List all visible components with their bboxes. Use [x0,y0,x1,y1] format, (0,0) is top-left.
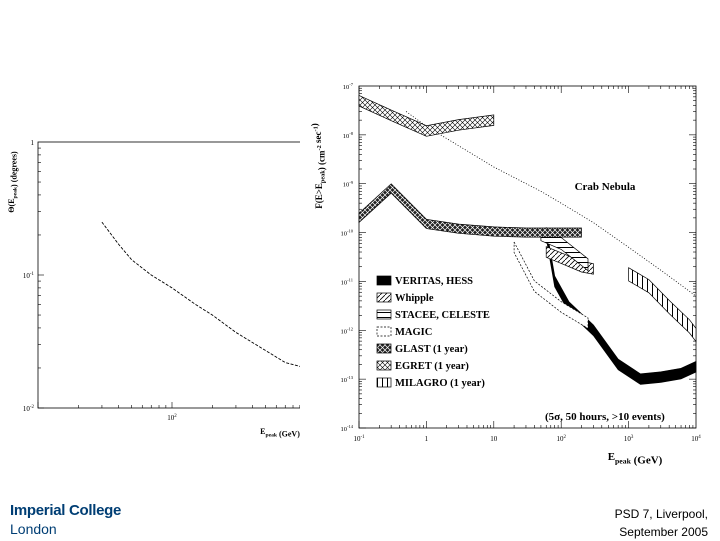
footer-line1: PSD 7, Liverpool, [614,507,708,521]
series-band-vlines [628,267,697,343]
legend-label: GLAST (1 year) [395,344,468,355]
right-plot-frame [358,85,697,429]
footer-line2: September 2005 [619,525,708,539]
footer: PSD 7, Liverpool, September 2005 [615,505,708,541]
left-xlabel: Epeak (GeV) [260,427,300,438]
right-xtick-label: 10 [490,435,498,443]
legend-label: MAGIC [395,327,432,338]
left-plot-frame [37,141,300,409]
logo-line2: London [10,521,57,537]
annotation-0: Crab Nebula [575,181,636,193]
right-ytick-label: 10-12 [340,326,353,335]
imperial-college-logo: Imperial College London [10,502,121,538]
legend-swatch-cross [376,343,392,354]
legend-swatch-solid [376,275,392,286]
legend: VERITAS, HESS Whipple STACEE, CELESTE MAGIC… [376,275,490,389]
right-ytick-label: 10-11 [341,278,353,287]
right-ytick-label: 10-10 [340,229,353,238]
right-ytick-label: 10-14 [340,424,353,433]
right-ytick-label: 10-7 [343,82,354,91]
sensitivity-chart: 10-710-810-910-1010-1110-1210-1310-1410-… [310,82,702,466]
right-xtick-label: 103 [624,435,634,443]
legend-swatch-diag2 [376,360,392,371]
left-xtick-label: 102 [167,414,177,422]
annotation-1: (5σ, 50 hours, >10 events) [545,411,665,423]
right-ytick-label: 10-13 [340,375,353,384]
right-xtick-label: 102 [556,435,566,443]
left-ytick-label: 10-2 [23,405,35,413]
right-ytick-label: 10-8 [343,131,354,140]
left-ytick-label: 10-1 [23,272,35,280]
legend-label: EGRET (1 year) [395,361,469,372]
legend-swatch-vlines [376,377,392,388]
series-band-cross [358,183,582,238]
left-ytick-label: 1 [31,139,35,147]
series-band-diag [545,246,594,275]
legend-swatch-dashed [376,326,392,337]
legend-label: MILAGRO (1 year) [395,378,485,389]
logo-line1: Imperial College [10,502,122,519]
right-ytick-label: 10-9 [343,180,354,189]
crab-nebula-line [405,111,697,297]
right-xlabel: Epeak (GeV) [608,451,663,466]
left-ylabel: Θ(Epeak) (degrees) [7,151,18,213]
right-xtick-label: 10-1 [353,435,365,443]
series-band-diag2 [358,94,495,137]
legend-label: STACEE, CELESTE [395,310,490,321]
series-band-dashed [513,241,589,330]
angular-resolution-chart: 10-210-11102103Θ(Epeak) (degrees)Epeak (… [7,139,300,438]
legend-swatch-hlines [376,309,392,320]
right-xtick-label: 104 [691,435,701,443]
legend-swatch-diag [376,292,392,303]
left-series-line [101,221,300,367]
right-ylabel: F(E>Epeak) (cm-2 sec-1) [310,123,327,209]
legend-label: VERITAS, HESS [395,276,473,287]
right-xtick-label: 1 [425,435,429,443]
legend-label: Whipple [395,293,434,304]
left-minor-ticks [37,147,300,409]
